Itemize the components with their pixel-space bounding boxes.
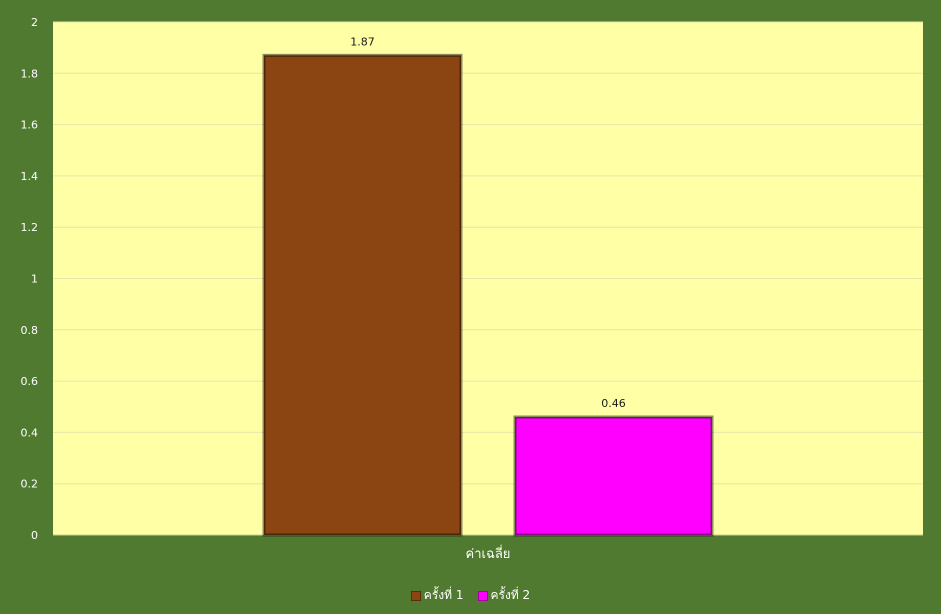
y-tick-label: 0: [31, 529, 38, 542]
data-labels: 1.87 0.46: [350, 35, 626, 410]
y-tick-label: 0.2: [21, 478, 39, 491]
bar-series-2: [513, 415, 714, 537]
y-tick-label: 2: [31, 16, 38, 29]
bar-chart: 0 0.2 0.4 0.6 0.8 1 1.2 1.4 1.6 1.8 2 1.87 0.46 ค่า…: [21, 16, 923, 562]
gridlines: [53, 21, 923, 536]
data-label-series-2: 0.46: [601, 397, 626, 410]
bars: [262, 53, 714, 537]
y-tick-label: 0.4: [21, 426, 39, 439]
data-label-series-1: 1.87: [350, 35, 375, 48]
legend-item-series-2: ครั้งที่ 2: [477, 586, 531, 605]
y-tick-label: 0.8: [21, 324, 39, 337]
bar-series-1: [262, 53, 463, 537]
legend-label-series-1: ครั้งที่ 1: [423, 588, 464, 602]
legend-swatch-series-2: [477, 590, 488, 601]
legend-item-series-1: ครั้งที่ 1: [410, 586, 464, 605]
y-tick-label: 1.6: [21, 119, 39, 132]
legend-label-series-2: ครั้งที่ 2: [490, 588, 531, 602]
category-label: ค่าเฉลี่ย: [466, 545, 511, 562]
legend: ครั้งที่ 1 ครั้งที่ 2: [0, 586, 941, 605]
y-tick-label: 1: [31, 273, 38, 286]
y-axis: 0 0.2 0.4 0.6 0.8 1 1.2 1.4 1.6 1.8 2: [21, 16, 39, 542]
y-tick-label: 1.2: [21, 221, 39, 234]
y-tick-label: 0.6: [21, 375, 39, 388]
y-tick-label: 1.8: [21, 67, 39, 80]
y-tick-label: 1.4: [21, 170, 39, 183]
legend-swatch-series-1: [410, 590, 421, 601]
